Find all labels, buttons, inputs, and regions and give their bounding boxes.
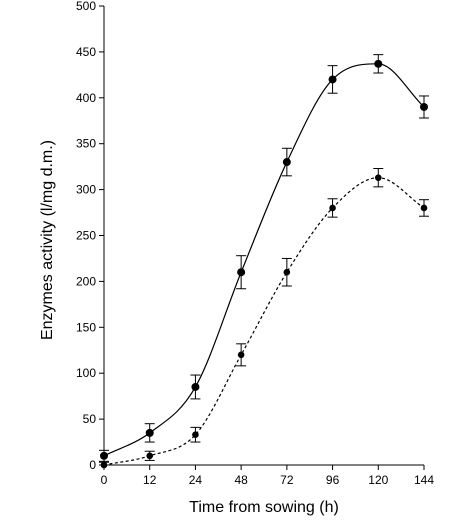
series-2-point: [237, 351, 245, 359]
series-2-point: [329, 204, 336, 212]
x-tick-label: 72: [280, 473, 294, 487]
series-1-point: [100, 451, 108, 460]
y-axis-label: Enzymes activity (l/mg d.m.): [39, 140, 56, 340]
y-tick-label: 50: [83, 412, 97, 426]
series-1-line: [103, 63, 425, 457]
x-tick-label: 12: [143, 473, 157, 487]
marks: [99, 54, 429, 469]
series-1-point: [282, 158, 291, 167]
x-tick-label: 120: [368, 473, 388, 487]
series-2-line: [103, 177, 425, 466]
series-2-point: [283, 268, 291, 276]
series-1-point: [237, 268, 246, 277]
y-tick-label: 300: [76, 183, 96, 197]
curves: [103, 63, 425, 466]
series-2-point: [100, 461, 108, 469]
y-tick-label: 0: [89, 458, 96, 472]
x-tick-label: 24: [189, 473, 203, 487]
series-2-point: [192, 431, 199, 439]
x-tick-label: 144: [414, 473, 434, 487]
y-tick-label: 350: [76, 137, 96, 151]
series-1-point: [420, 102, 428, 111]
y-tick-label: 400: [76, 91, 96, 105]
y-tick-label: 500: [76, 0, 96, 13]
x-tick-label: 48: [234, 473, 248, 487]
y-tick-label: 150: [76, 320, 96, 334]
series-2-point: [146, 452, 154, 460]
series-1-point: [191, 382, 200, 391]
series-2-point: [420, 204, 428, 212]
axes: 0 50 100 150 200 250 300 350 400 450 500 0 12 24 48 72 9…: [76, 0, 434, 487]
y-tick-label: 250: [76, 229, 96, 243]
y-tick-label: 200: [76, 274, 96, 288]
series-1-point: [374, 59, 383, 68]
x-axis-label: Time from sowing (h): [189, 499, 339, 516]
x-tick-label: 0: [101, 473, 108, 487]
series-1-point: [328, 75, 337, 84]
y-tick-label: 450: [76, 45, 96, 59]
x-tick-label: 96: [326, 473, 340, 487]
series-1-point: [145, 428, 154, 437]
y-tick-label: 100: [76, 366, 96, 380]
series-2-point: [374, 174, 382, 181]
